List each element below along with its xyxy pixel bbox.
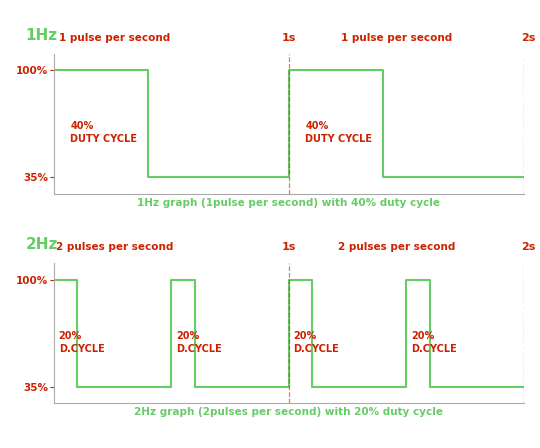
Text: 1Hz: 1Hz xyxy=(26,28,58,43)
Text: D.CYCLE: D.CYCLE xyxy=(411,344,457,354)
Text: DUTY CYCLE: DUTY CYCLE xyxy=(70,134,138,144)
Text: D.CYCLE: D.CYCLE xyxy=(294,344,339,354)
Text: 1 pulse per second: 1 pulse per second xyxy=(341,33,453,43)
Text: 1s: 1s xyxy=(282,242,296,252)
Text: 40%: 40% xyxy=(305,121,329,131)
Text: 20%: 20% xyxy=(411,331,434,341)
Text: 40%: 40% xyxy=(70,121,94,131)
Text: D.CYCLE: D.CYCLE xyxy=(176,344,222,354)
Text: 2s: 2s xyxy=(521,242,536,252)
Text: 2 pulses per second: 2 pulses per second xyxy=(56,242,174,252)
Text: 20%: 20% xyxy=(176,331,199,341)
Text: 1 pulse per second: 1 pulse per second xyxy=(59,33,171,43)
Text: 2s: 2s xyxy=(521,33,536,43)
X-axis label: 2Hz graph (2pulses per second) with 20% duty cycle: 2Hz graph (2pulses per second) with 20% … xyxy=(134,407,443,418)
Text: DUTY CYCLE: DUTY CYCLE xyxy=(305,134,373,144)
Text: 20%: 20% xyxy=(59,331,82,341)
Text: 1s: 1s xyxy=(282,33,296,43)
Text: 2Hz: 2Hz xyxy=(26,237,58,252)
Text: D.CYCLE: D.CYCLE xyxy=(59,344,104,354)
X-axis label: 1Hz graph (1pulse per second) with 40% duty cycle: 1Hz graph (1pulse per second) with 40% d… xyxy=(137,198,441,208)
Text: 20%: 20% xyxy=(294,331,317,341)
Text: 2 pulses per second: 2 pulses per second xyxy=(338,242,456,252)
